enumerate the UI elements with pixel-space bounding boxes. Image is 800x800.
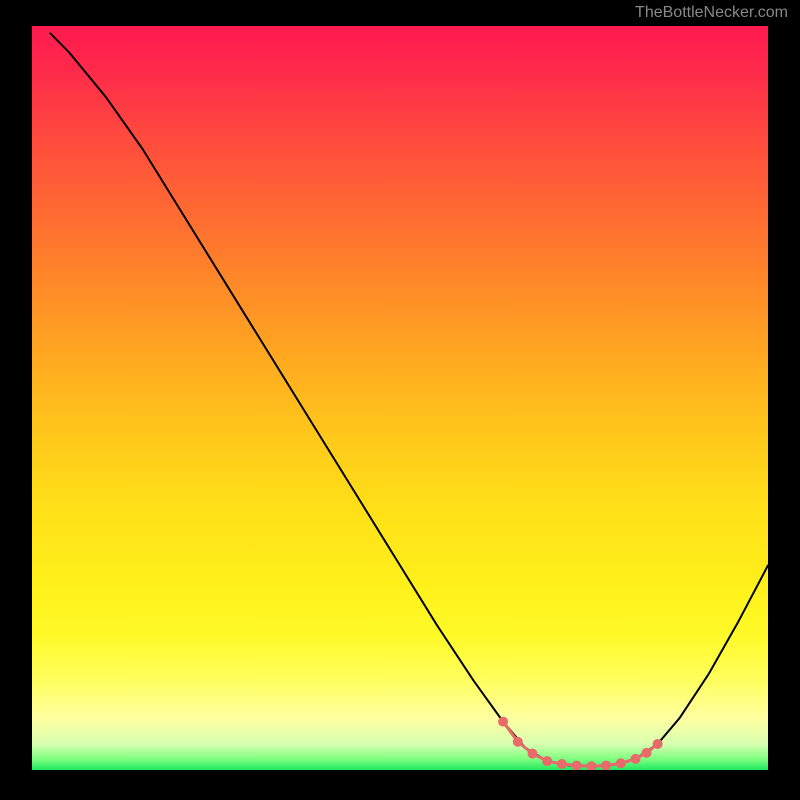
chart-frame: TheBottleNecker.com	[0, 0, 800, 800]
watermark-text: TheBottleNecker.com	[635, 4, 788, 22]
plot-area	[32, 26, 768, 770]
chart-svg	[32, 26, 768, 770]
